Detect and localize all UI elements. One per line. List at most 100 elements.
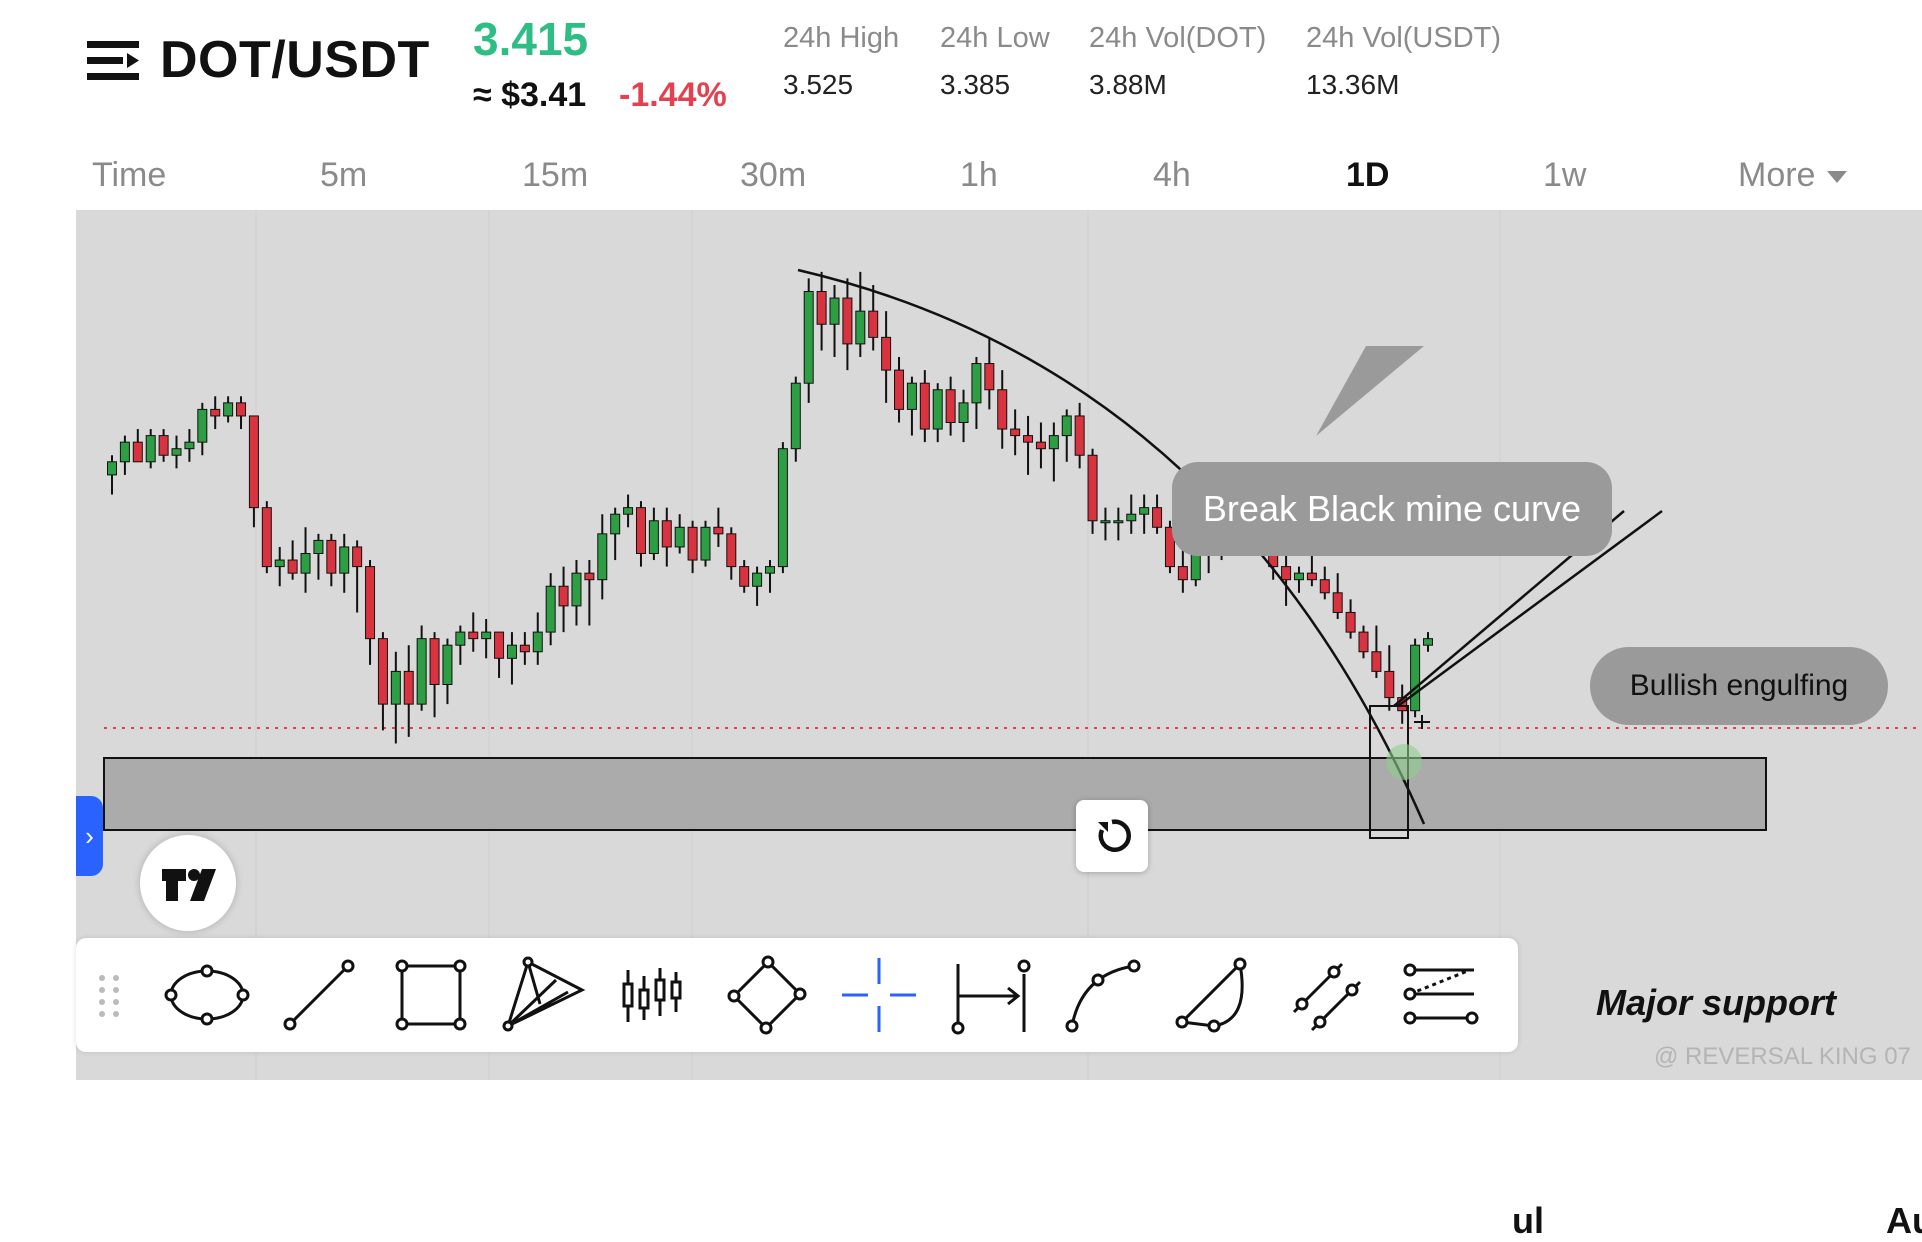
candle-up xyxy=(1113,520,1124,524)
candle-down xyxy=(1306,572,1317,581)
candle-up xyxy=(223,402,234,417)
stat-label: 24h Vol(USDT) xyxy=(1306,22,1502,54)
candle-down xyxy=(1023,435,1034,443)
reset-chart-button[interactable] xyxy=(1076,800,1148,872)
candle-up xyxy=(1410,644,1421,712)
candle-up xyxy=(932,389,943,430)
candle-down xyxy=(558,585,569,607)
callout-bullish-engulfing[interactable]: Bullish engulfing xyxy=(1590,647,1888,725)
candle-down xyxy=(468,631,479,640)
date-range-tool-icon[interactable] xyxy=(946,950,1036,1040)
candle-up xyxy=(1190,553,1201,581)
candle-up xyxy=(1100,520,1111,524)
x-axis-label: Au xyxy=(1886,1200,1922,1241)
candle-up xyxy=(506,644,517,659)
last-price: 3.415 xyxy=(473,13,589,65)
tab-4h[interactable]: 4h xyxy=(1153,156,1191,194)
candle-up xyxy=(597,533,608,581)
stat-label: 24h Vol(DOT) xyxy=(1089,22,1267,54)
callout-pointer xyxy=(1316,346,1424,436)
candle-down xyxy=(1384,670,1395,699)
drawn-curve[interactable] xyxy=(797,268,1426,825)
candle-down xyxy=(919,382,930,430)
timeframe-tabs: Time 5m 15m 30m 1h 4h 1D 1w More xyxy=(0,148,1922,208)
pair-title[interactable]: DOT/USDT xyxy=(160,31,430,89)
major-support-zone[interactable] xyxy=(103,757,1767,831)
candle-down xyxy=(132,441,143,463)
candle-down xyxy=(739,566,750,587)
stat-24h-high: 24h High 3.525 xyxy=(783,22,899,101)
curve-tool-icon[interactable] xyxy=(1058,950,1148,1040)
menu-lines-icon[interactable] xyxy=(87,37,139,85)
candle-down xyxy=(210,408,221,417)
x-axis-label: ul xyxy=(1512,1200,1544,1241)
candle-up xyxy=(777,448,788,568)
parallel-channel-tool-icon[interactable] xyxy=(1282,950,1372,1040)
tab-more[interactable]: More xyxy=(1738,156,1848,195)
tradingview-logo[interactable] xyxy=(140,835,236,931)
candle-up xyxy=(1293,572,1304,581)
rectangle-tool-icon[interactable] xyxy=(386,950,476,1040)
candle-down xyxy=(842,297,853,345)
candle-up xyxy=(648,520,659,554)
candle-up xyxy=(752,572,763,587)
candle-down xyxy=(1177,566,1188,581)
candle-down xyxy=(519,644,530,653)
candle-down xyxy=(945,389,956,423)
caret-down-icon xyxy=(1827,171,1848,184)
candle-up xyxy=(545,585,556,633)
watermark: @ REVERSAL KING 07 xyxy=(1654,1043,1911,1070)
candle-up xyxy=(571,572,582,607)
candle-down xyxy=(584,572,595,581)
candle-down xyxy=(661,520,672,548)
candle-up xyxy=(700,526,711,561)
fib-retracement-tool-icon[interactable] xyxy=(1394,950,1484,1040)
candle-down xyxy=(429,638,440,685)
side-panel-toggle[interactable]: › xyxy=(76,796,103,876)
callout-break-curve[interactable]: Break Black mine curve xyxy=(1172,462,1612,556)
tab-30m[interactable]: 30m xyxy=(740,156,807,194)
candle-up xyxy=(674,526,685,548)
candle-down xyxy=(261,507,272,568)
tab-5m[interactable]: 5m xyxy=(320,156,368,194)
support-label[interactable]: Major support xyxy=(1596,982,1836,1023)
candle-down xyxy=(1074,415,1085,456)
bars-pattern-tool-icon[interactable] xyxy=(610,950,700,1040)
candle-down xyxy=(1345,611,1356,633)
crosshair-tool-icon[interactable] xyxy=(834,950,924,1040)
candle-up xyxy=(481,631,492,640)
candle-up xyxy=(300,553,311,574)
stat-value: 13.36M xyxy=(1306,69,1400,100)
rotate-icon xyxy=(1098,819,1132,852)
tab-1w[interactable]: 1w xyxy=(1543,156,1587,194)
arc-tool-icon[interactable] xyxy=(1170,950,1260,1040)
annotation-line xyxy=(1397,509,1663,708)
chevron-right-icon: › xyxy=(85,821,94,851)
trend-line-tool-icon[interactable] xyxy=(274,950,364,1040)
candle-up xyxy=(1423,638,1433,646)
candle-up xyxy=(197,408,208,443)
drag-handle-icon[interactable] xyxy=(96,972,124,1018)
candle-up xyxy=(442,644,453,686)
rotated-rectangle-tool-icon[interactable] xyxy=(722,950,812,1040)
tab-1h[interactable]: 1h xyxy=(960,156,998,194)
candle-down xyxy=(881,336,892,371)
tradingview-icon xyxy=(162,869,216,901)
candle-up xyxy=(829,297,840,325)
price-chart[interactable]: Break Black mine curve Bullish engulfing… xyxy=(76,210,1922,1241)
tab-time[interactable]: Time xyxy=(92,156,167,194)
tab-15m[interactable]: 15m xyxy=(522,156,589,194)
candle-up xyxy=(1126,513,1137,522)
price-change: -1.44% xyxy=(619,76,727,114)
candle-down xyxy=(1164,526,1175,568)
candle-up xyxy=(107,461,117,476)
candle-up xyxy=(1139,507,1150,515)
candle-down xyxy=(1281,566,1292,581)
ellipse-tool-icon[interactable] xyxy=(162,950,252,1040)
pitchfork-tool-icon[interactable] xyxy=(498,950,588,1040)
candle-down xyxy=(997,389,1008,430)
candle-down xyxy=(1087,454,1098,522)
tab-1d[interactable]: 1D xyxy=(1346,156,1390,194)
ticker-header: DOT/USDT 3.415 ≈ $3.41 -1.44% 24h High 3… xyxy=(0,0,1922,140)
candle-down xyxy=(248,415,259,509)
